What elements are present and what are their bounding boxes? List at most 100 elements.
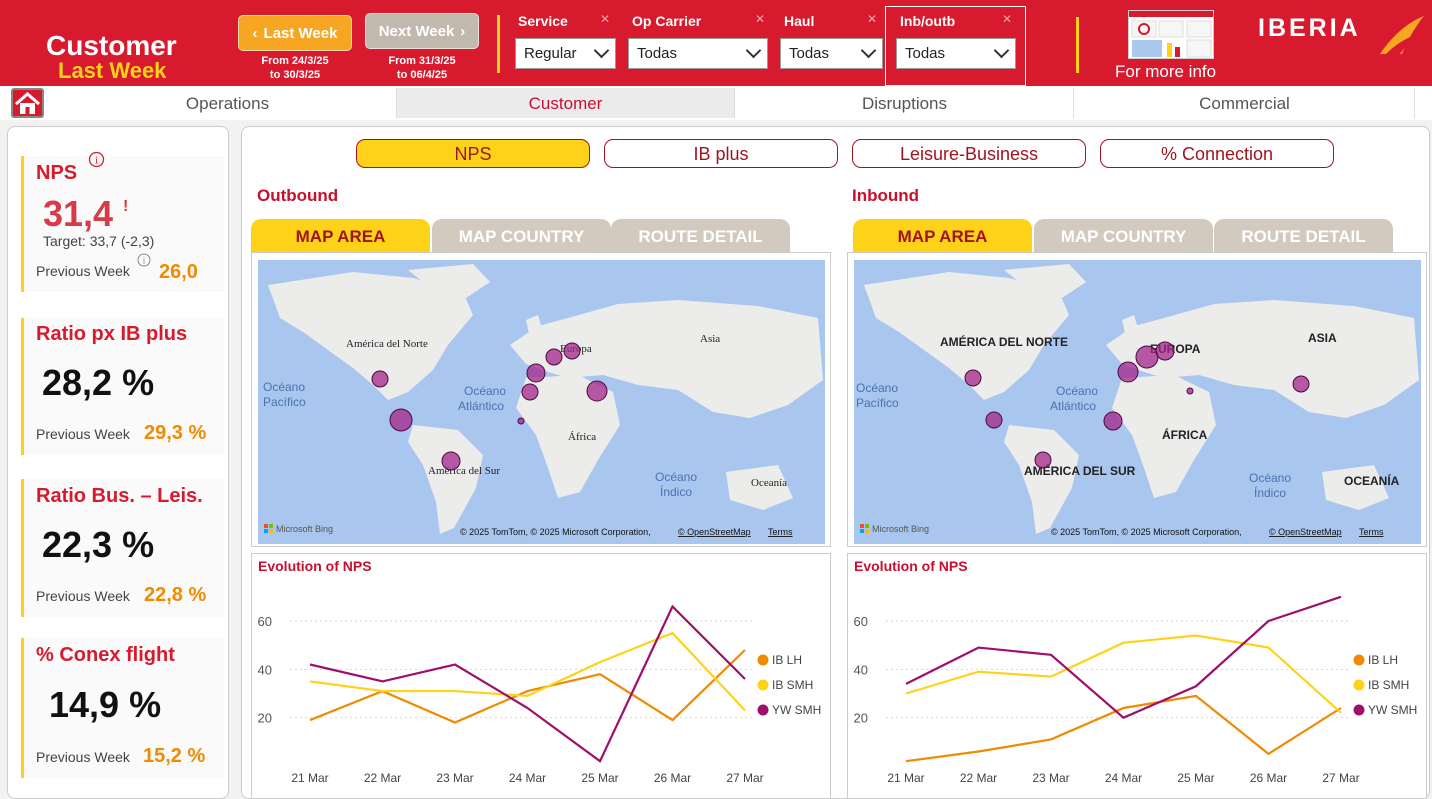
data-point[interactable] <box>453 721 457 725</box>
data-point[interactable] <box>453 689 457 693</box>
series-line-yw-smh[interactable] <box>905 595 1342 719</box>
series-line-ib-lh[interactable] <box>905 694 1342 763</box>
data-point[interactable] <box>1194 634 1198 638</box>
data-point[interactable] <box>381 679 385 683</box>
map-bubble[interactable] <box>521 383 539 401</box>
series-line-ib-smh[interactable] <box>905 634 1342 714</box>
data-point[interactable] <box>1122 716 1126 720</box>
map-bubble[interactable] <box>1186 387 1194 395</box>
data-point[interactable] <box>1339 706 1343 710</box>
haul-dropdown[interactable]: Todas <box>780 38 883 69</box>
clear-filter-icon[interactable]: ✕ <box>1002 12 1013 26</box>
service-dropdown[interactable]: Regular <box>515 38 616 69</box>
outbound-tab-route-detail[interactable]: ROUTE DETAIL <box>611 219 790 253</box>
data-point[interactable] <box>671 605 675 609</box>
data-point[interactable] <box>308 679 312 683</box>
data-point[interactable] <box>1267 619 1271 623</box>
metric-button-ibplus[interactable]: IB plus <box>604 139 838 168</box>
data-point[interactable] <box>743 708 747 712</box>
last-week-button[interactable]: ‹ Last Week <box>238 15 352 51</box>
map-bubble[interactable] <box>1034 451 1052 469</box>
clear-filter-icon[interactable]: ✕ <box>867 12 878 26</box>
data-point[interactable] <box>526 689 530 693</box>
map-bubble[interactable] <box>389 408 413 432</box>
series-line-ib-smh[interactable] <box>309 631 746 712</box>
outbound-world-map[interactable]: América del Norte América del Sur Europa… <box>258 260 825 544</box>
info-icon[interactable]: i <box>137 253 151 267</box>
outbound-tab-map-country[interactable]: MAP COUNTRY <box>432 219 611 253</box>
data-point[interactable] <box>598 660 602 664</box>
data-point[interactable] <box>453 663 457 667</box>
data-point[interactable] <box>308 718 312 722</box>
map-bubble[interactable] <box>371 370 389 388</box>
tab-disruptions[interactable]: Disruptions <box>736 88 1074 118</box>
data-point[interactable] <box>1049 737 1053 741</box>
data-point[interactable] <box>1339 711 1343 715</box>
map-bubble[interactable] <box>1292 375 1310 393</box>
inbound-tab-map-area[interactable]: MAP AREA <box>853 219 1032 253</box>
data-point[interactable] <box>671 718 675 722</box>
map-bubble[interactable] <box>1155 341 1175 361</box>
data-point[interactable] <box>1194 694 1198 698</box>
next-week-button[interactable]: Next Week › <box>365 13 479 49</box>
tab-commercial[interactable]: Commercial <box>1075 88 1415 118</box>
inbound-tab-route-detail[interactable]: ROUTE DETAIL <box>1214 219 1393 253</box>
tab-operations[interactable]: Operations <box>59 88 397 118</box>
map-bubble[interactable] <box>985 411 1003 429</box>
terms-link[interactable]: Terms <box>768 527 793 537</box>
data-point[interactable] <box>1049 675 1053 679</box>
data-point[interactable] <box>904 692 908 696</box>
data-point[interactable] <box>1267 752 1271 756</box>
data-point[interactable] <box>743 677 747 681</box>
map-bubble[interactable] <box>517 417 525 425</box>
inbout-dropdown[interactable]: Todas <box>896 38 1016 69</box>
data-point[interactable] <box>1267 646 1271 650</box>
map-bubble[interactable] <box>1103 411 1123 431</box>
data-point[interactable] <box>381 689 385 693</box>
data-point[interactable] <box>1194 684 1198 688</box>
data-point[interactable] <box>308 663 312 667</box>
data-point[interactable] <box>671 631 675 635</box>
osm-link[interactable]: © OpenStreetMap <box>1269 527 1342 537</box>
inbound-world-map[interactable]: AMÉRICA DEL NORTE AMÉRICA DEL SUR EUROPA… <box>854 260 1421 544</box>
data-point[interactable] <box>977 646 981 650</box>
map-bubble[interactable] <box>545 348 563 366</box>
outbound-tab-map-area[interactable]: MAP AREA <box>251 219 430 253</box>
inbound-tab-map-country[interactable]: MAP COUNTRY <box>1034 219 1213 253</box>
data-point[interactable] <box>977 670 981 674</box>
clear-filter-icon[interactable]: ✕ <box>755 12 766 26</box>
map-bubble[interactable] <box>586 380 608 402</box>
report-thumbnail[interactable] <box>1128 10 1214 59</box>
series-line-yw-smh[interactable] <box>309 604 746 763</box>
map-bubble[interactable] <box>1135 345 1159 369</box>
data-point[interactable] <box>904 759 908 763</box>
data-point[interactable] <box>904 682 908 686</box>
data-point[interactable] <box>526 706 530 710</box>
metric-button-nps[interactable]: NPS <box>356 139 590 168</box>
data-point[interactable] <box>1122 641 1126 645</box>
data-point[interactable] <box>1339 595 1343 599</box>
tab-customer[interactable]: Customer <box>397 88 735 118</box>
data-point[interactable] <box>1049 653 1053 657</box>
series-line-ib-lh[interactable] <box>309 649 746 724</box>
osm-link[interactable]: © OpenStreetMap <box>678 527 751 537</box>
clear-filter-icon[interactable]: ✕ <box>600 12 611 26</box>
data-point[interactable] <box>598 672 602 676</box>
data-point[interactable] <box>1122 706 1126 710</box>
carrier-dropdown[interactable]: Todas <box>628 38 768 69</box>
data-point[interactable] <box>526 694 530 698</box>
metric-button-connection[interactable]: % Connection <box>1100 139 1334 168</box>
info-icon[interactable]: i <box>88 151 105 168</box>
terms-link[interactable]: Terms <box>1359 527 1384 537</box>
map-bubble[interactable] <box>964 369 982 387</box>
more-info-link[interactable]: For more info <box>1115 62 1217 81</box>
map-bubble[interactable] <box>441 451 461 471</box>
data-point[interactable] <box>598 759 602 763</box>
map-bubble[interactable] <box>1117 361 1139 383</box>
map-bubble[interactable] <box>526 363 546 383</box>
home-button[interactable] <box>11 88 44 118</box>
map-bubble[interactable] <box>563 342 581 360</box>
data-point[interactable] <box>743 648 747 652</box>
data-point[interactable] <box>977 750 981 754</box>
metric-button-leisure-business[interactable]: Leisure-Business <box>852 139 1086 168</box>
